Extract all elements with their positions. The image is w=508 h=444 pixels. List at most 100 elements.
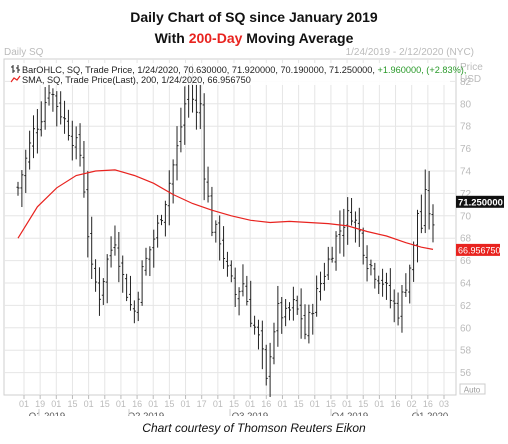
x-day-label: 15 (67, 399, 77, 409)
ohlc-bar (163, 200, 167, 237)
ohlc-bar (415, 209, 419, 263)
auto-scale-label: Auto (464, 386, 481, 395)
ohlc-bar (97, 267, 101, 316)
ohlc-bar (357, 207, 361, 247)
legend-background (10, 63, 450, 85)
ohlc-bar (233, 267, 237, 307)
x-day-label: 01 (19, 399, 29, 409)
y-tick-label: 68 (460, 234, 472, 245)
auto-scale-button[interactable] (459, 383, 486, 395)
ohlc-bar (311, 303, 315, 335)
ohlc-bar (35, 109, 39, 154)
ohlc-bar (245, 275, 249, 306)
ohlc-bar (206, 166, 210, 203)
y-tick-label: 74 (460, 167, 472, 178)
ohlc-bar (260, 320, 264, 370)
ohlc-bar (381, 268, 385, 297)
ohlc-bar (136, 291, 140, 322)
ohlc-bar (198, 84, 202, 130)
ohlc-bar (167, 170, 171, 226)
ohlc-bar (392, 289, 396, 323)
legend-ohlc-text: BarOHLC, SQ, Trade Price, 1/24/2020, 70.… (22, 65, 466, 75)
ohlc-bar (419, 194, 423, 234)
ohlc-bar (342, 208, 346, 257)
ohlc-bar (32, 115, 36, 159)
x-day-label: 15 (100, 399, 110, 409)
legend: BarOHLC, SQ, Trade Price, 1/24/2020, 70.… (10, 63, 466, 85)
y-tick-label: 76 (460, 144, 472, 155)
ohlc-bar (194, 83, 198, 130)
ohlc-bar (144, 247, 148, 276)
price-bars (16, 63, 435, 398)
ohlc-bar (353, 211, 357, 243)
ohlc-bar (16, 181, 20, 196)
plot-frame (3, 58, 457, 396)
x-day-label: 15 (294, 399, 304, 409)
ohlc-bar (214, 220, 218, 243)
ohlc-bar (148, 246, 152, 277)
ohlc-bar (140, 260, 144, 306)
ohlc-bar (156, 214, 160, 248)
sma-icon (10, 75, 21, 83)
x-day-label: 01 (310, 399, 320, 409)
ohlc-bar (284, 298, 288, 327)
ohlc-bar (256, 319, 260, 350)
x-day-label: 15 (164, 399, 174, 409)
y-tick-label: 64 (460, 279, 472, 290)
ohlc-bar (210, 186, 214, 237)
y-tick-label: 72 (460, 189, 472, 200)
x-axis: 01 19 01 15 01 15 01 16 01 15 01 17 01 15 01 16 01 15 01 15… (19, 395, 449, 416)
ohlc-bar (171, 159, 175, 204)
ohlc-bar (272, 322, 276, 365)
ohlc-bar (400, 285, 404, 333)
ohlc-bar (202, 93, 206, 201)
ohlc-bar (315, 275, 319, 317)
ohlc-bar (330, 246, 334, 263)
ohlc-bar (307, 304, 311, 344)
ohlc-bar (303, 304, 307, 340)
ohlc-bar (361, 227, 365, 265)
ohlc-bar (183, 86, 187, 145)
ohlc-bar (268, 342, 272, 398)
x-day-label: 02 (407, 399, 417, 409)
x-day-label: 17 (197, 399, 207, 409)
ohlc-bar (225, 251, 229, 277)
ohlc-bar (396, 292, 400, 326)
x-day-label: 16 (391, 399, 401, 409)
x-day-label: 01 (51, 399, 61, 409)
x-day-label: 01 (181, 399, 191, 409)
ohlc-bar (20, 170, 24, 208)
ohlc-bar (334, 231, 338, 271)
x-quarter-label: Q1 2019 (29, 411, 65, 416)
x-day-label: 01 (245, 399, 255, 409)
x-quarter-label: Q4 2019 (332, 411, 368, 416)
y-tick-label: 80 (460, 99, 472, 110)
ohlc-bar (427, 170, 431, 230)
subtitle-prefix: With (154, 30, 189, 46)
ohlc-bar (128, 275, 132, 311)
ohlc-bar (66, 109, 70, 141)
ohlc-bar (431, 204, 435, 243)
ohlc-bar (365, 245, 369, 282)
value-labels: 71.250000 66.956750 (456, 195, 504, 256)
ohlc-bar (179, 107, 183, 153)
ohlc-bar (249, 280, 253, 328)
ohlc-bar (152, 229, 156, 268)
chart-header-right: 1/24/2019 - 2/12/2020 (NYC) (346, 47, 474, 58)
subtitle-suffix: Moving Average (242, 30, 354, 46)
x-day-label: 01 (116, 399, 126, 409)
ohlc-bar (51, 88, 55, 112)
ohlc-bar (423, 169, 427, 234)
sma-line (17, 169, 434, 250)
ohlc-bar (319, 271, 323, 301)
ohlc-bar (369, 259, 373, 276)
x-day-label: 15 (358, 399, 368, 409)
x-day-label: 19 (35, 399, 45, 409)
ohlc-bar (160, 214, 164, 226)
y-tick-label: 56 (460, 368, 472, 379)
chart-subtitle: With 200-Day Moving Average (0, 30, 508, 46)
ohlc-bar (350, 197, 354, 226)
ohlc-bar (28, 130, 32, 170)
y-tick-label: 70 (460, 211, 472, 222)
sma-value-tag (456, 243, 500, 256)
